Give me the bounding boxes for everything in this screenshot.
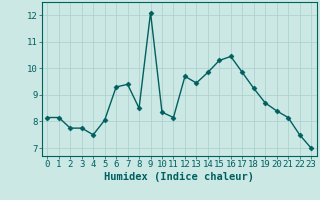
X-axis label: Humidex (Indice chaleur): Humidex (Indice chaleur)	[104, 172, 254, 182]
